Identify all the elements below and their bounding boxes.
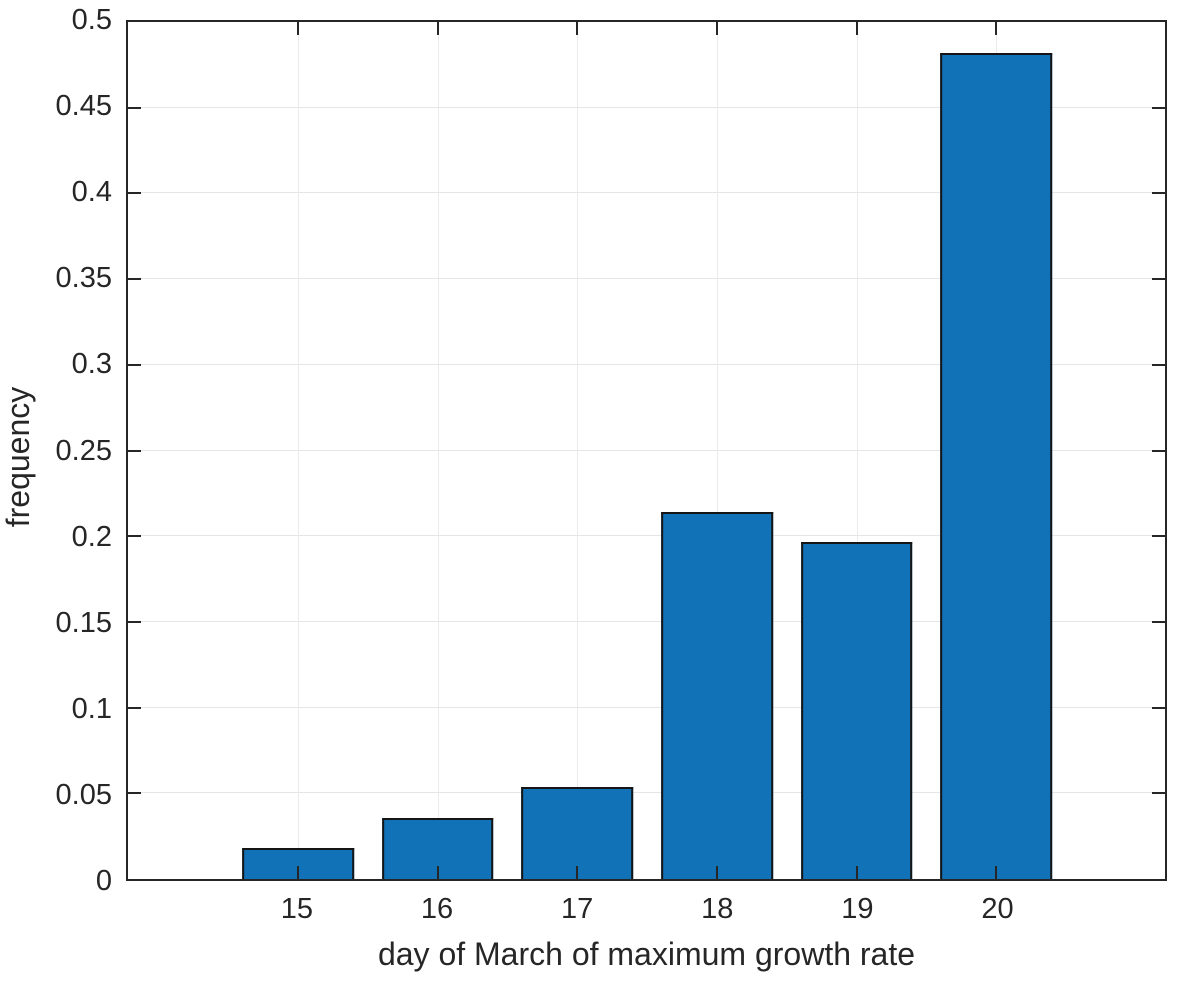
- y-tick-label: 0.2: [71, 520, 112, 553]
- bar-layer: [128, 22, 1165, 879]
- y-tick-label: 0.45: [55, 90, 112, 123]
- y-tick-mark-right: [1152, 706, 1165, 709]
- horizontal-gridline: [128, 792, 1165, 794]
- y-tick-mark: [128, 449, 141, 452]
- histogram-bar: [800, 542, 913, 879]
- x-tick-mark: [297, 866, 300, 879]
- vertical-gridline: [856, 22, 858, 879]
- vertical-gridline: [298, 22, 300, 879]
- x-tick-label: 19: [841, 893, 874, 925]
- y-tick-mark: [128, 278, 141, 281]
- horizontal-gridline: [128, 192, 1165, 194]
- x-tick-mark: [436, 866, 439, 879]
- x-tick-mark-top: [855, 22, 858, 35]
- y-tick-label: 0: [95, 865, 112, 897]
- y-tick-mark-right: [1152, 792, 1165, 795]
- y-tick-mark: [128, 363, 141, 366]
- histogram-bar: [940, 52, 1052, 879]
- histogram-bar: [661, 511, 773, 879]
- x-tick-label: 16: [420, 893, 454, 925]
- x-tick-mark: [855, 866, 858, 879]
- y-tick-label: 0.05: [55, 778, 112, 811]
- x-tick-mark-top: [995, 22, 998, 35]
- horizontal-gridline: [128, 620, 1165, 622]
- x-tick-mark-top: [576, 22, 579, 35]
- x-tick-label: 18: [701, 893, 734, 925]
- y-tick-mark: [128, 192, 141, 195]
- y-tick-mark-right: [1152, 106, 1165, 109]
- y-tick-mark-right: [1152, 278, 1165, 281]
- tick-marks-layer: [128, 22, 1165, 879]
- y-tick-label: 0.15: [55, 606, 112, 639]
- x-tick-mark: [995, 866, 998, 879]
- x-tick-mark: [576, 866, 579, 879]
- x-tick-mark: [715, 866, 718, 879]
- y-tick-label: 0.3: [71, 348, 112, 381]
- horizontal-gridline: [128, 106, 1165, 108]
- horizontal-gridline: [128, 535, 1165, 537]
- vertical-gridline: [577, 22, 579, 879]
- y-tick-mark: [128, 792, 141, 795]
- y-tick-mark-right: [1152, 535, 1165, 538]
- vertical-gridline: [437, 22, 439, 879]
- x-tick-mark-top: [715, 22, 718, 35]
- horizontal-gridline: [128, 449, 1165, 451]
- histogram-bar: [521, 787, 634, 879]
- y-tick-mark-right: [1152, 449, 1165, 452]
- y-tick-mark: [128, 620, 141, 623]
- y-tick-mark-right: [1152, 620, 1165, 623]
- horizontal-gridline: [128, 278, 1165, 280]
- y-tick-label: 0.5: [71, 4, 112, 36]
- horizontal-gridline: [128, 706, 1165, 708]
- y-tick-label: 0.25: [55, 434, 112, 467]
- horizontal-gridline: [128, 363, 1165, 365]
- y-tick-mark: [128, 535, 141, 538]
- y-tick-label: 0.1: [71, 692, 112, 725]
- x-axis-label: day of March of maximum growth rate: [377, 936, 916, 972]
- vertical-gridline: [716, 22, 718, 879]
- y-tick-mark-right: [1152, 192, 1165, 195]
- x-tick-mark-top: [297, 22, 300, 35]
- y-tick-mark-right: [1152, 363, 1165, 366]
- y-tick-mark: [128, 106, 141, 109]
- y-tick-mark: [128, 706, 141, 709]
- x-tick-label: 17: [561, 893, 594, 925]
- grid-layer: [128, 22, 1165, 879]
- y-axis-label: frequency: [0, 386, 36, 528]
- y-tick-label: 0.35: [55, 262, 112, 295]
- x-tick-label: 20: [981, 893, 1014, 925]
- x-tick-label: 15: [280, 893, 314, 925]
- x-tick-mark-top: [436, 22, 439, 35]
- y-tick-label: 0.4: [71, 176, 112, 209]
- plot-area: [126, 20, 1167, 881]
